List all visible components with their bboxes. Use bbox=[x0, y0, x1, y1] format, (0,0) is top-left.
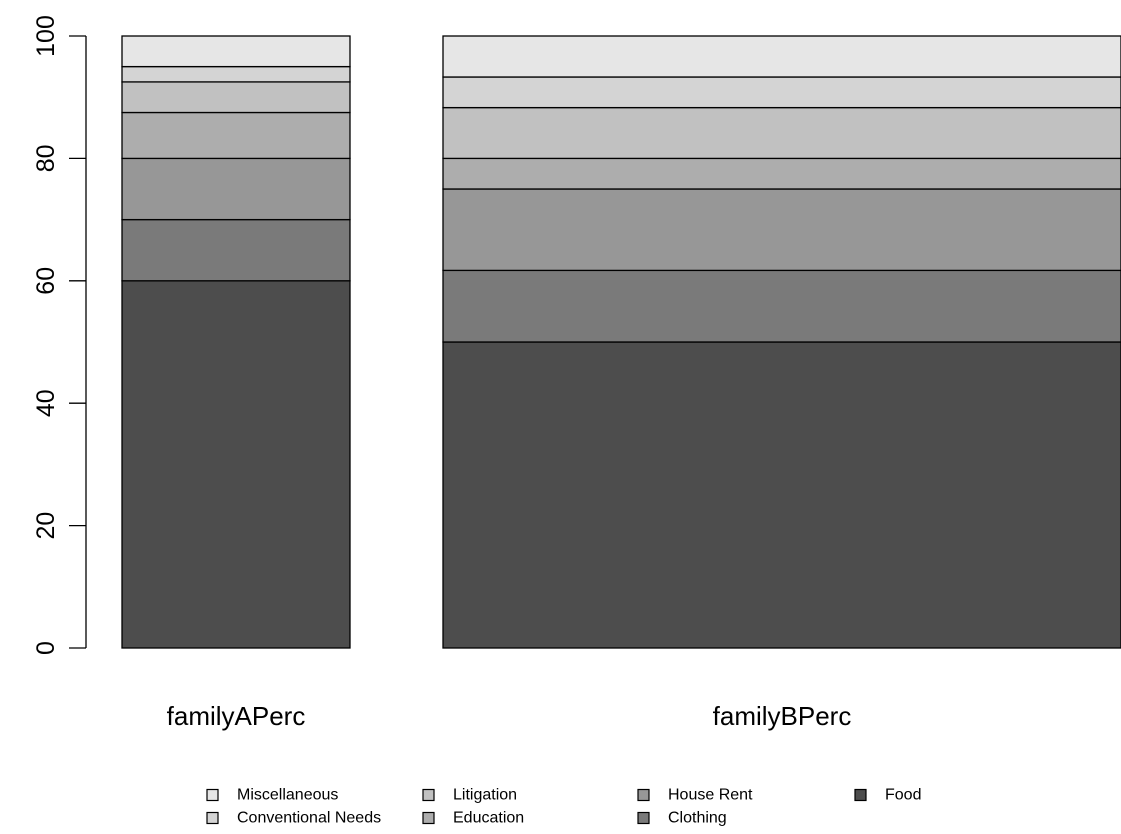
legend-item-clothing: Clothing bbox=[637, 810, 727, 827]
bar-familyaperc-house-rent bbox=[121, 157, 351, 221]
bar-familyaperc-miscellaneous bbox=[121, 35, 351, 68]
bar-familybperc-clothing bbox=[442, 269, 1121, 343]
bar-familybperc-miscellaneous bbox=[442, 35, 1121, 78]
bar-familybperc-house-rent bbox=[442, 188, 1121, 272]
y-tick-label-80: 80 bbox=[32, 144, 60, 172]
legend-label-education: Education bbox=[453, 810, 524, 827]
legend: Miscellaneous Conventional Needs Litigatio… bbox=[206, 787, 921, 827]
legend-swatch-house-rent bbox=[637, 788, 650, 802]
legend-label-miscellaneous: Miscellaneous bbox=[237, 787, 338, 804]
bar-familybperc-food bbox=[442, 341, 1121, 649]
legend-item-house-rent: House Rent bbox=[637, 787, 753, 804]
y-tick-label-20: 20 bbox=[32, 512, 60, 540]
y-tick-label-0: 0 bbox=[32, 641, 60, 655]
legend-swatch-miscellaneous bbox=[206, 788, 219, 802]
y-axis: 0 20 40 60 80 100 bbox=[32, 15, 87, 655]
legend-swatch-food bbox=[854, 788, 867, 802]
x-axis-labels: familyAPerc familyBPerc bbox=[167, 701, 852, 731]
x-label-familyaperc: familyAPerc bbox=[167, 701, 306, 731]
legend-label-house-rent: House Rent bbox=[668, 787, 753, 804]
legend-item-education: Education bbox=[422, 810, 524, 827]
x-label-familybperc: familyBPerc bbox=[713, 701, 852, 731]
legend-item-food: Food bbox=[854, 787, 921, 804]
bar-familybperc-education bbox=[442, 157, 1121, 190]
y-tick-label-60: 60 bbox=[32, 267, 60, 295]
bar-familyaperc-food bbox=[121, 280, 351, 649]
legend-item-miscellaneous: Miscellaneous bbox=[206, 787, 338, 804]
legend-swatch-conventional-needs bbox=[206, 811, 219, 825]
bar-familyaperc-education bbox=[121, 111, 351, 160]
bars-layer bbox=[121, 35, 1121, 649]
legend-item-conventional-needs: Conventional Needs bbox=[206, 810, 381, 827]
y-tick-label-40: 40 bbox=[32, 389, 60, 417]
legend-label-food: Food bbox=[885, 787, 921, 804]
legend-swatch-litigation bbox=[422, 788, 435, 802]
legend-item-litigation: Litigation bbox=[422, 787, 517, 804]
bar-familybperc-conventional-needs bbox=[442, 76, 1121, 109]
legend-swatch-education bbox=[422, 811, 435, 825]
bar-familyaperc-clothing bbox=[121, 218, 351, 282]
legend-swatch-clothing bbox=[637, 811, 650, 825]
legend-label-litigation: Litigation bbox=[453, 787, 517, 804]
legend-label-clothing: Clothing bbox=[668, 810, 727, 827]
legend-label-conventional-needs: Conventional Needs bbox=[237, 810, 381, 827]
bar-familyaperc-litigation bbox=[121, 81, 351, 114]
bar-familyaperc-conventional-needs bbox=[121, 65, 351, 83]
bar-familybperc-litigation bbox=[442, 106, 1121, 160]
y-tick-label-100: 100 bbox=[32, 15, 60, 57]
